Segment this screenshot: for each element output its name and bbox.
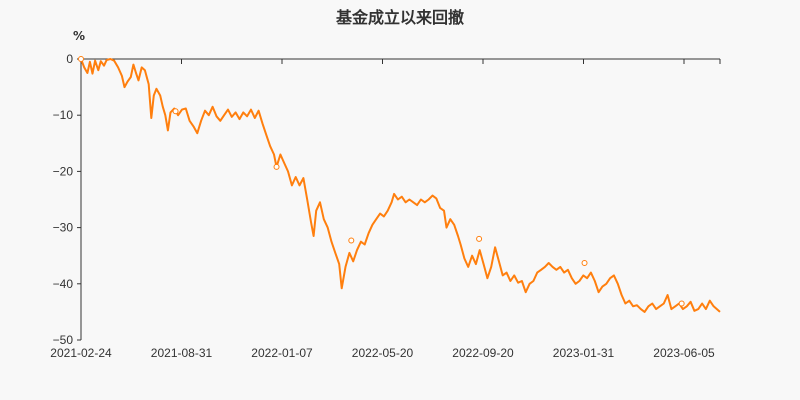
y-tick-label: −40: [53, 277, 74, 291]
chart-title: 基金成立以来回撤: [335, 8, 464, 27]
data-point-marker: [172, 108, 179, 115]
data-point-marker: [78, 56, 84, 62]
y-axis-unit: %: [73, 29, 86, 43]
data-point-marker: [581, 260, 588, 267]
y-tick-label: −50: [53, 333, 74, 347]
x-tick-label: 2021-02-24: [50, 346, 112, 360]
x-tick-label: 2023-01-31: [553, 346, 615, 360]
y-tick-label: 0: [66, 52, 73, 66]
data-point-marker: [476, 235, 483, 242]
data-point-marker: [273, 163, 280, 170]
x-tick-label: 2021-08-31: [151, 346, 213, 360]
x-tick-label: 2022-05-20: [352, 346, 414, 360]
y-tick-label: −10: [53, 108, 74, 122]
y-tick-label: −30: [53, 221, 74, 235]
data-point-marker: [678, 300, 685, 307]
x-tick-label: 2022-01-07: [251, 346, 313, 360]
y-tick-label: −20: [53, 164, 74, 178]
x-tick-label: 2022-09-20: [452, 346, 514, 360]
x-tick-label: 2023-06-05: [653, 346, 715, 360]
drawdown-line: [80, 58, 721, 313]
data-point-marker: [348, 237, 355, 244]
